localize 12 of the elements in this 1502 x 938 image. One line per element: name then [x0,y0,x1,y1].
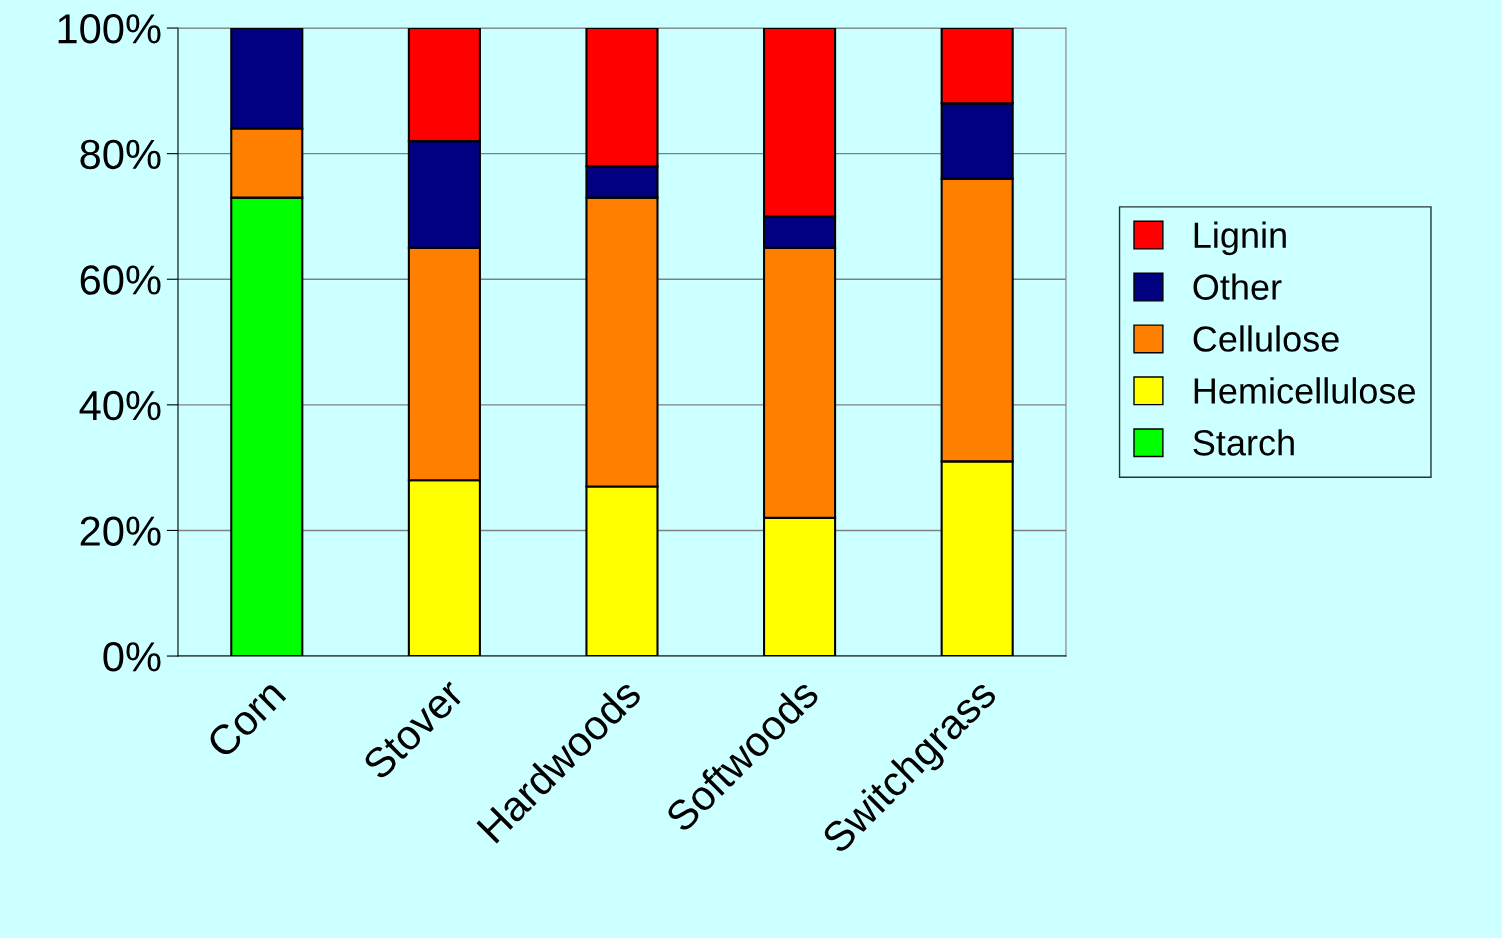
y-tick-label: 0% [103,642,161,672]
legend-label: Hemicellulose [1194,377,1415,404]
x-tick-label: Corn [205,678,287,760]
legend-label: Cellulose [1193,325,1339,352]
legend-label: Other [1193,273,1282,300]
y-tick-label: 60% [80,265,161,295]
y-tick-label: 20% [80,516,161,546]
y-tick-label: 80% [80,139,161,170]
y-tick-label: 100% [58,14,161,44]
legend-label: Starch [1193,429,1294,456]
y-tick-label: 40% [79,390,161,421]
legend-label: Lignin [1194,221,1286,256]
